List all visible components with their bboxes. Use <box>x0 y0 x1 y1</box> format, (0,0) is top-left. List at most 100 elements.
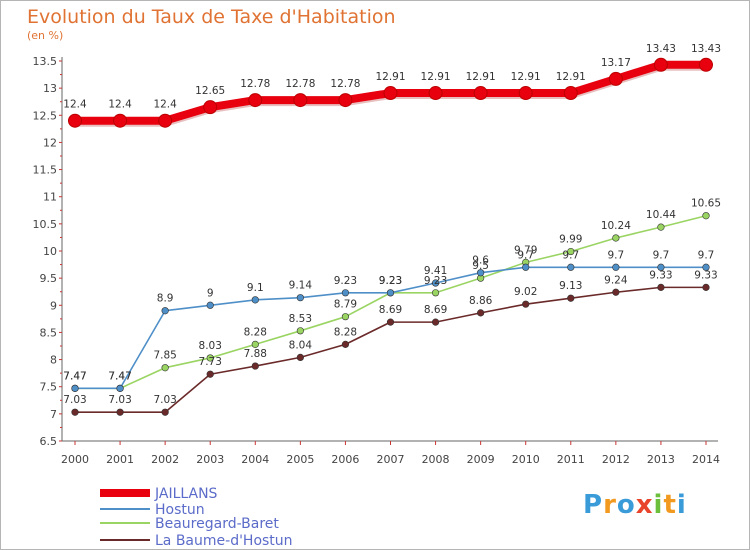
data-label: 8.69 <box>424 304 447 316</box>
data-label: 10.44 <box>646 209 676 221</box>
data-point <box>702 212 710 220</box>
series-la-baume-d-hostun <box>71 283 710 416</box>
data-label: 8.28 <box>244 326 267 338</box>
data-label: 8.69 <box>379 304 402 316</box>
data-label: 9.6 <box>472 255 489 267</box>
data-point <box>158 113 173 128</box>
data-point <box>522 300 530 308</box>
x-tick-label: 2005 <box>286 453 314 466</box>
data-label: 9.23 <box>334 275 357 287</box>
data-point <box>206 301 214 309</box>
y-tick-label: 7.5 <box>40 381 58 394</box>
data-label: 13.43 <box>646 43 676 55</box>
y-tick-label: 12 <box>43 136 57 149</box>
data-point <box>203 100 218 115</box>
data-label: 9.23 <box>424 275 447 287</box>
data-label: 12.65 <box>195 85 225 97</box>
data-point <box>113 113 128 128</box>
data-label: 13.43 <box>691 43 721 55</box>
data-point <box>477 269 485 277</box>
y-tick-label: 11.5 <box>33 164 58 177</box>
data-label: 12.4 <box>63 99 87 111</box>
data-label: 12.91 <box>421 71 451 83</box>
data-point <box>431 279 440 287</box>
x-tick-label: 2004 <box>241 453 269 466</box>
data-point <box>428 86 443 101</box>
data-label: 12.91 <box>375 71 405 83</box>
data-point <box>653 57 668 72</box>
y-tick-label: 10 <box>43 245 57 258</box>
y-tick-label: 10.5 <box>33 218 58 231</box>
data-point <box>296 294 304 302</box>
data-label: 9.7 <box>698 249 715 261</box>
data-label: 12.78 <box>330 78 360 90</box>
data-point <box>293 93 308 108</box>
data-label: 7.88 <box>244 348 267 360</box>
axes: 6.5 7 7.5 8 8.5 9 9.5 10 10.5 11 11.5 12 12.5 13 13.5 2… <box>33 55 721 466</box>
y-tick-label: 8 <box>50 354 57 367</box>
data-point <box>296 327 304 335</box>
y-tick-label: 6.5 <box>40 435 58 448</box>
data-point <box>161 307 169 315</box>
data-point <box>702 263 710 271</box>
data-label: 12.91 <box>556 71 586 83</box>
y-tick-label: 13 <box>43 82 57 95</box>
data-point <box>477 309 485 317</box>
data-point <box>522 263 530 271</box>
series-jaillans <box>68 57 713 128</box>
logo-letter: o <box>616 490 636 520</box>
logo-letter: r <box>603 490 617 520</box>
data-label: 9.7 <box>608 249 625 261</box>
data-label: 9.33 <box>649 269 672 281</box>
x-tick-label: 2001 <box>106 453 134 466</box>
data-label: 7.47 <box>108 370 131 382</box>
x-tick-label: 2013 <box>647 453 675 466</box>
data-label: 12.78 <box>240 78 270 90</box>
data-label: 9.7 <box>517 249 534 261</box>
data-point <box>386 318 395 326</box>
data-point <box>612 234 620 242</box>
data-label: 9.13 <box>559 280 582 292</box>
chart-subtitle: (en %) <box>27 29 64 42</box>
data-label: 9.24 <box>604 274 628 286</box>
logo-letter: i <box>676 490 687 520</box>
data-label: 8.79 <box>334 299 357 311</box>
y-tick-label: 9.5 <box>40 272 58 285</box>
data-label: 8.53 <box>289 313 312 325</box>
data-point <box>699 57 713 72</box>
x-tick-label: 2014 <box>692 453 720 466</box>
data-point <box>341 313 350 321</box>
series-hostun <box>71 263 710 392</box>
data-label: 7.03 <box>108 394 131 406</box>
x-tick-label: 2002 <box>151 453 179 466</box>
data-label: 9.33 <box>694 269 717 281</box>
legend-label: JAILLANS <box>154 486 218 502</box>
series-layer <box>68 57 713 416</box>
legend-item: La Baume-d'Hostun <box>100 533 293 549</box>
data-point <box>657 263 665 271</box>
data-point <box>161 408 169 416</box>
data-label: 7.85 <box>153 350 176 362</box>
x-tick-label: 2011 <box>557 453 585 466</box>
data-labels: 12.4 12.4 12.4 12.65 12.78 12.78 12.78 12.91 12.… <box>63 43 721 406</box>
data-point <box>296 353 304 362</box>
data-label: 8.03 <box>199 340 222 352</box>
logo-letter: i <box>653 490 664 520</box>
data-label: 9.14 <box>289 280 313 292</box>
data-point <box>251 296 259 304</box>
legend-item: JAILLANS <box>100 486 218 502</box>
data-label: 9.02 <box>514 286 537 298</box>
data-label: 9.7 <box>562 249 579 261</box>
data-point <box>248 93 263 108</box>
proxiti-logo: Proxiti <box>583 490 687 520</box>
data-label: 12.4 <box>153 99 177 111</box>
data-point <box>383 86 398 101</box>
data-label: 7.03 <box>63 394 86 406</box>
data-label: 7.73 <box>199 356 222 368</box>
legend-label: Beauregard-Baret <box>155 516 279 532</box>
x-tick-label: 2010 <box>512 453 540 466</box>
data-label: 7.03 <box>153 394 176 406</box>
data-point <box>567 263 575 271</box>
